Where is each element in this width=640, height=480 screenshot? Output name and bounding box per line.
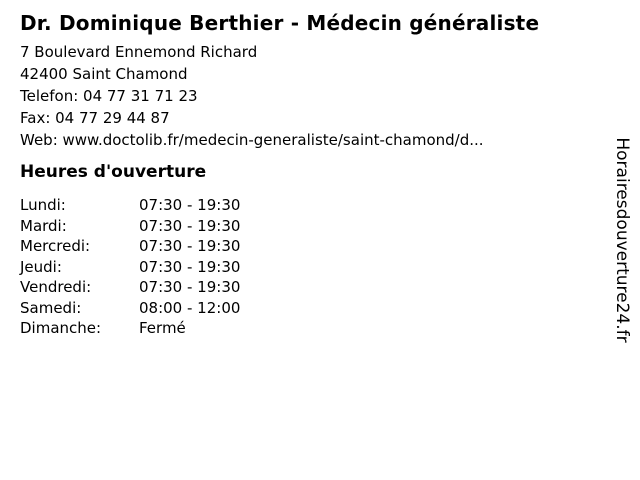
hours-row-saturday: Samedi: 08:00 - 12:00 [20, 298, 240, 319]
site-watermark: Horairesdouverture24.fr [612, 137, 632, 343]
day-label: Mercredi: [20, 237, 91, 255]
time-value: 08:00 - 12:00 [139, 298, 241, 317]
opening-hours-heading: Heures d'ouverture [20, 162, 207, 182]
day-label: Samedi: [20, 298, 82, 317]
hours-row-tuesday: Mardi: 07:30 - 19:30 [20, 216, 240, 237]
phone-line: Telefon: 04 77 31 71 23 [20, 87, 198, 105]
time-value: 07:30 - 19:30 [139, 278, 241, 296]
opening-hours-table: Lundi: 07:30 - 19:30 Mardi: 07:30 - 19:30 … [20, 195, 240, 339]
hours-row-sunday: Dimanche: Fermé [20, 318, 240, 339]
hours-row-friday: Vendredi: 07:30 - 19:30 [20, 277, 240, 298]
page-title: Dr. Dominique Berthier - Médecin général… [20, 11, 540, 35]
address-street: 7 Boulevard Ennemond Richard [20, 43, 258, 61]
website-link[interactable]: Web: www.doctolib.fr/medecin-generaliste… [20, 131, 484, 149]
contact-info: 7 Boulevard Ennemond Richard 42400 Saint… [20, 41, 484, 151]
time-value: 07:30 - 19:30 [139, 237, 241, 255]
day-label: Lundi: [20, 196, 66, 214]
day-label: Mardi: [20, 216, 67, 235]
day-label: Jeudi: [20, 257, 62, 276]
day-label: Vendredi: [20, 278, 92, 296]
time-value: Fermé [139, 319, 186, 337]
hours-row-wednesday: Mercredi: 07:30 - 19:30 [20, 236, 240, 257]
time-value: 07:30 - 19:30 [139, 257, 241, 276]
hours-row-monday: Lundi: 07:30 - 19:30 [20, 195, 240, 216]
time-value: 07:30 - 19:30 [139, 196, 241, 214]
time-value: 07:30 - 19:30 [139, 216, 241, 235]
day-label: Dimanche: [20, 319, 102, 337]
hours-row-thursday: Jeudi: 07:30 - 19:30 [20, 257, 240, 278]
address-city: 42400 Saint Chamond [20, 65, 188, 83]
fax-line: Fax: 04 77 29 44 87 [20, 109, 170, 127]
